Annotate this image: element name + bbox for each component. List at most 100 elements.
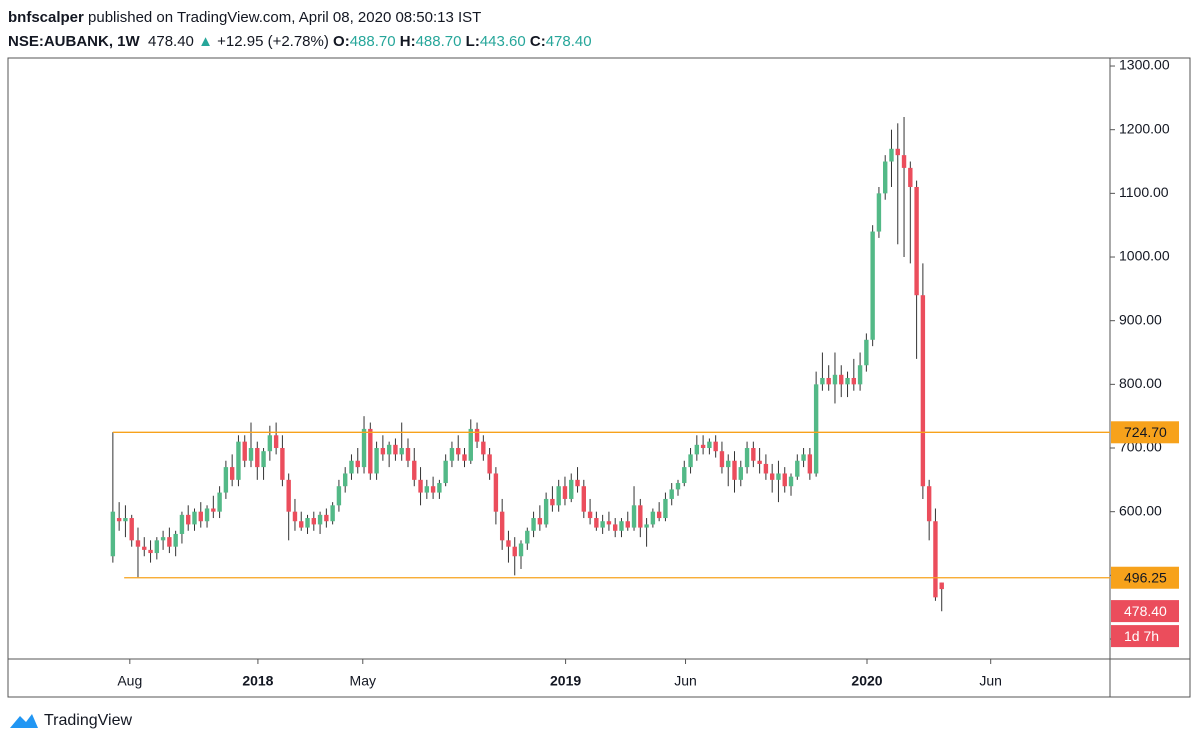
candle-body xyxy=(474,428,480,442)
candle-body xyxy=(751,448,756,461)
y-tick-label: 900.00 xyxy=(1119,311,1162,327)
candle-body xyxy=(675,483,681,490)
candle-body xyxy=(412,460,417,480)
candle-body xyxy=(782,473,787,487)
candle-body xyxy=(349,460,354,474)
price-label: 724.70 xyxy=(1124,424,1167,440)
y-tick-label: 800.00 xyxy=(1119,375,1162,391)
c-label: C: xyxy=(529,33,546,50)
h-label: H: xyxy=(399,33,416,50)
x-tick-label: 2018 xyxy=(242,673,273,689)
x-tick-label: Jun xyxy=(979,673,1002,689)
candle-body xyxy=(437,483,442,493)
candle-body xyxy=(311,518,316,525)
last-price-box xyxy=(1111,600,1179,623)
candle-body xyxy=(154,540,160,554)
candle-body xyxy=(280,448,285,480)
publish-line: bnfscalper published on TradingView.com,… xyxy=(8,6,592,30)
candle-body xyxy=(324,514,329,522)
candle-body xyxy=(229,467,235,480)
candle-body xyxy=(518,543,524,557)
candle-body xyxy=(851,377,857,385)
candle-body xyxy=(920,295,926,487)
candle-body xyxy=(236,441,241,480)
candle-body xyxy=(167,537,172,547)
candle-body xyxy=(738,467,743,480)
candle-body xyxy=(908,167,913,187)
candle-body xyxy=(933,521,938,598)
candle-body xyxy=(242,441,247,461)
candle-body xyxy=(198,511,203,522)
candle-body xyxy=(813,384,819,474)
candle-body xyxy=(305,518,310,528)
candle-body xyxy=(895,148,900,156)
candle-body xyxy=(625,521,630,528)
candle-body xyxy=(481,441,486,455)
candle-body xyxy=(543,498,549,525)
candle-body xyxy=(456,448,461,455)
candle-body xyxy=(361,428,367,468)
candle-body xyxy=(562,486,568,499)
x-tick-label: Jun xyxy=(674,673,697,689)
candle-body xyxy=(688,454,693,468)
candle-body xyxy=(663,498,668,519)
candle-body xyxy=(148,549,153,554)
candle-body xyxy=(839,374,844,385)
candle-body xyxy=(204,508,210,522)
candle-body xyxy=(380,448,386,455)
candle-body xyxy=(506,540,511,547)
candle-body xyxy=(901,155,907,168)
candle-body xyxy=(292,511,298,522)
candle-body xyxy=(694,444,700,455)
candle-body xyxy=(261,451,266,468)
candle-body xyxy=(223,467,229,493)
candle-body xyxy=(600,521,605,528)
candle-body xyxy=(556,486,561,506)
c-value: 478.40 xyxy=(545,33,592,50)
h-value: 488.70 xyxy=(415,33,462,50)
candle-body xyxy=(864,339,869,366)
candle-body xyxy=(719,451,725,468)
candle-body xyxy=(211,508,216,512)
candle-body xyxy=(186,514,191,525)
candle-body xyxy=(769,473,775,480)
candle-body xyxy=(795,460,800,477)
candle-body xyxy=(525,530,530,544)
y-tick-label: 1300.00 xyxy=(1119,57,1170,73)
candle-body xyxy=(299,521,304,528)
candle-body xyxy=(173,533,178,547)
candle-body xyxy=(788,476,794,487)
candle-body xyxy=(424,486,430,493)
candle-body xyxy=(644,524,649,528)
candle-body xyxy=(468,428,473,461)
candle-body xyxy=(142,546,147,550)
candle-body xyxy=(330,505,335,522)
up-arrow: ▲ xyxy=(198,33,213,50)
y-tick-label: 1000.00 xyxy=(1119,248,1170,264)
candle-body xyxy=(123,518,128,522)
x-tick-label: 2020 xyxy=(851,673,882,689)
price-label-box xyxy=(1111,566,1179,589)
candle-body xyxy=(926,486,932,522)
candle-body xyxy=(129,518,134,541)
candle-body xyxy=(594,518,599,528)
candle-body xyxy=(110,511,116,557)
candle-body xyxy=(255,448,260,468)
candle-body xyxy=(669,489,674,499)
candle-body xyxy=(493,473,499,512)
candle-body xyxy=(763,463,769,474)
candle-body xyxy=(368,428,373,474)
header: bnfscalper published on TradingView.com,… xyxy=(8,6,592,54)
symbol: NSE:AUBANK, 1W xyxy=(8,33,140,50)
candle-body xyxy=(317,514,323,525)
o-label: O: xyxy=(333,33,350,50)
l-label: L: xyxy=(465,33,480,50)
price: 478.40 xyxy=(148,33,194,50)
candle-body xyxy=(832,374,838,385)
x-tick-label: May xyxy=(350,673,376,689)
candle-body xyxy=(374,448,379,474)
candle-body xyxy=(336,486,342,506)
l-value: 443.60 xyxy=(479,33,526,50)
